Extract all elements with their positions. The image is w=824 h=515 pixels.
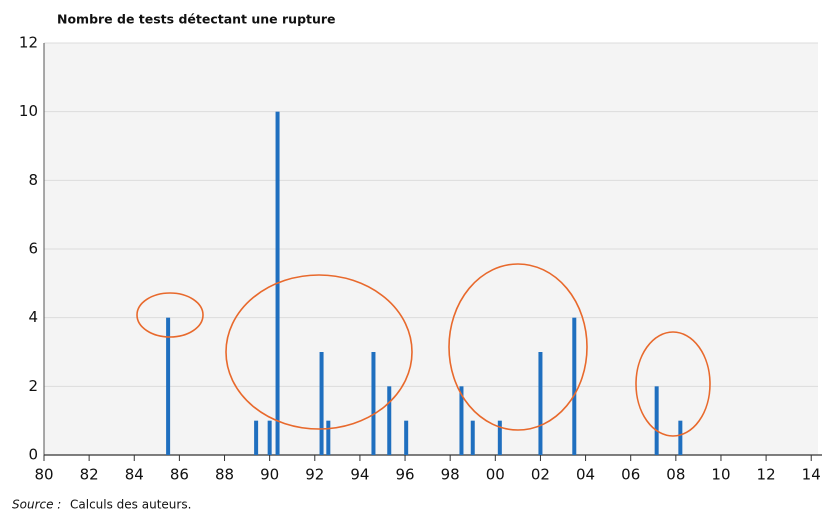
x-tick-label: 00 [486,466,505,484]
annotation-ellipse [635,331,711,437]
y-tick-label: 6 [28,240,38,258]
x-tick-label: 08 [666,466,685,484]
x-tick-label: 04 [576,466,595,484]
x-tick-label: 14 [802,466,821,484]
chart-title: Nombre de tests détectant une rupture [57,12,336,27]
bar [166,317,171,455]
source-label: Source : [12,498,61,512]
bar [404,420,409,455]
x-tick-label: 96 [396,466,415,484]
x-tick-label: 94 [350,466,369,484]
x-tick-label: 92 [305,466,324,484]
bar [497,420,502,455]
bar [459,386,464,455]
y-tick-label: 0 [28,446,38,464]
bar [538,352,543,455]
bar [470,420,475,455]
annotation-ellipse [225,274,413,430]
annotation-ellipse [136,292,204,338]
bar [267,420,272,455]
x-tick-label: 84 [125,466,144,484]
y-tick-label: 12 [19,34,38,52]
bar [326,420,331,455]
x-tick-label: 90 [260,466,279,484]
bar [254,420,259,455]
y-tick-label: 10 [19,102,38,120]
x-tick-label: 86 [170,466,189,484]
bar [387,386,392,455]
x-tick-label: 88 [215,466,234,484]
bar [654,386,659,455]
y-tick-label: 8 [28,171,38,189]
bar [678,420,683,455]
bar [572,317,577,455]
x-tick-label: 80 [34,466,53,484]
y-tick-label: 2 [28,377,38,395]
x-tick-label: 98 [441,466,460,484]
bar [319,352,324,455]
x-tick-label: 10 [711,466,730,484]
x-tick-label: 02 [531,466,550,484]
x-tick-label: 12 [757,466,776,484]
x-tick-label: 82 [80,466,99,484]
y-tick-label: 4 [28,308,38,326]
annotation-ellipse [448,263,588,431]
bar [371,352,376,455]
x-tick-label: 06 [621,466,640,484]
source-note: Calculs des auteurs. [70,498,191,512]
